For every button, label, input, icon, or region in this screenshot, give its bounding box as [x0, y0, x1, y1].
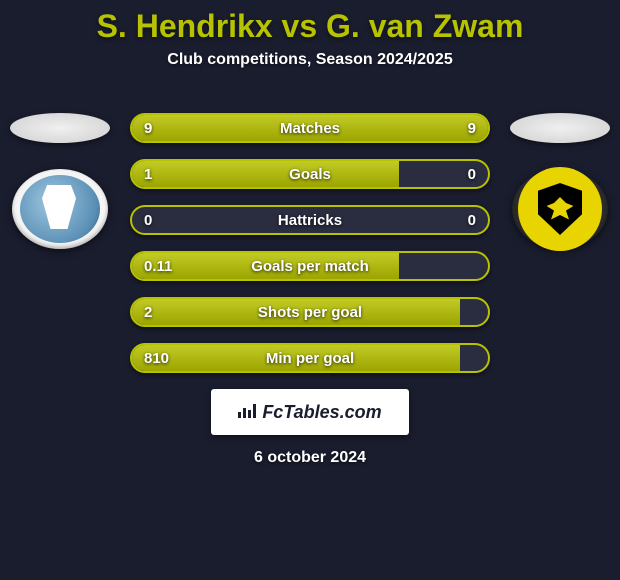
- stat-label: Min per goal: [132, 345, 488, 371]
- right-team-crest: [512, 169, 608, 249]
- body: 99Matches 10Goals 00Hattricks 0.11Goals per…: [0, 113, 620, 467]
- page-title: S. Hendrikx vs G. van Zwam: [0, 8, 620, 45]
- stat-row: 0.11Goals per match: [130, 251, 490, 281]
- vitesse-crest-icon: [518, 167, 602, 251]
- eagle-icon: [545, 194, 575, 224]
- stat-label: Shots per goal: [132, 299, 488, 325]
- right-player-dot: [510, 113, 610, 143]
- left-player-dot: [10, 113, 110, 143]
- shield-icon: [538, 183, 582, 235]
- left-team-crest: [12, 169, 108, 249]
- stat-row: 810Min per goal: [130, 343, 490, 373]
- chart-icon: [238, 402, 258, 423]
- stat-label: Goals: [132, 161, 488, 187]
- fc-den-bosch-crest-icon: [20, 175, 100, 243]
- left-player-column: [0, 113, 120, 249]
- stat-label: Goals per match: [132, 253, 488, 279]
- stat-row: 10Goals: [130, 159, 490, 189]
- stat-row: 00Hattricks: [130, 205, 490, 235]
- stats-bars: 99Matches 10Goals 00Hattricks 0.11Goals per…: [130, 113, 490, 373]
- source-badge: FcTables.com: [211, 389, 409, 435]
- comparison-card: S. Hendrikx vs G. van Zwam Club competit…: [0, 0, 620, 467]
- subtitle: Club competitions, Season 2024/2025: [0, 51, 620, 69]
- stat-row: 2Shots per goal: [130, 297, 490, 327]
- stat-label: Matches: [132, 115, 488, 141]
- right-player-column: [500, 113, 620, 249]
- date-label: 6 october 2024: [0, 449, 620, 467]
- stat-row: 99Matches: [130, 113, 490, 143]
- stat-label: Hattricks: [132, 207, 488, 233]
- badge-text: FcTables.com: [262, 402, 381, 423]
